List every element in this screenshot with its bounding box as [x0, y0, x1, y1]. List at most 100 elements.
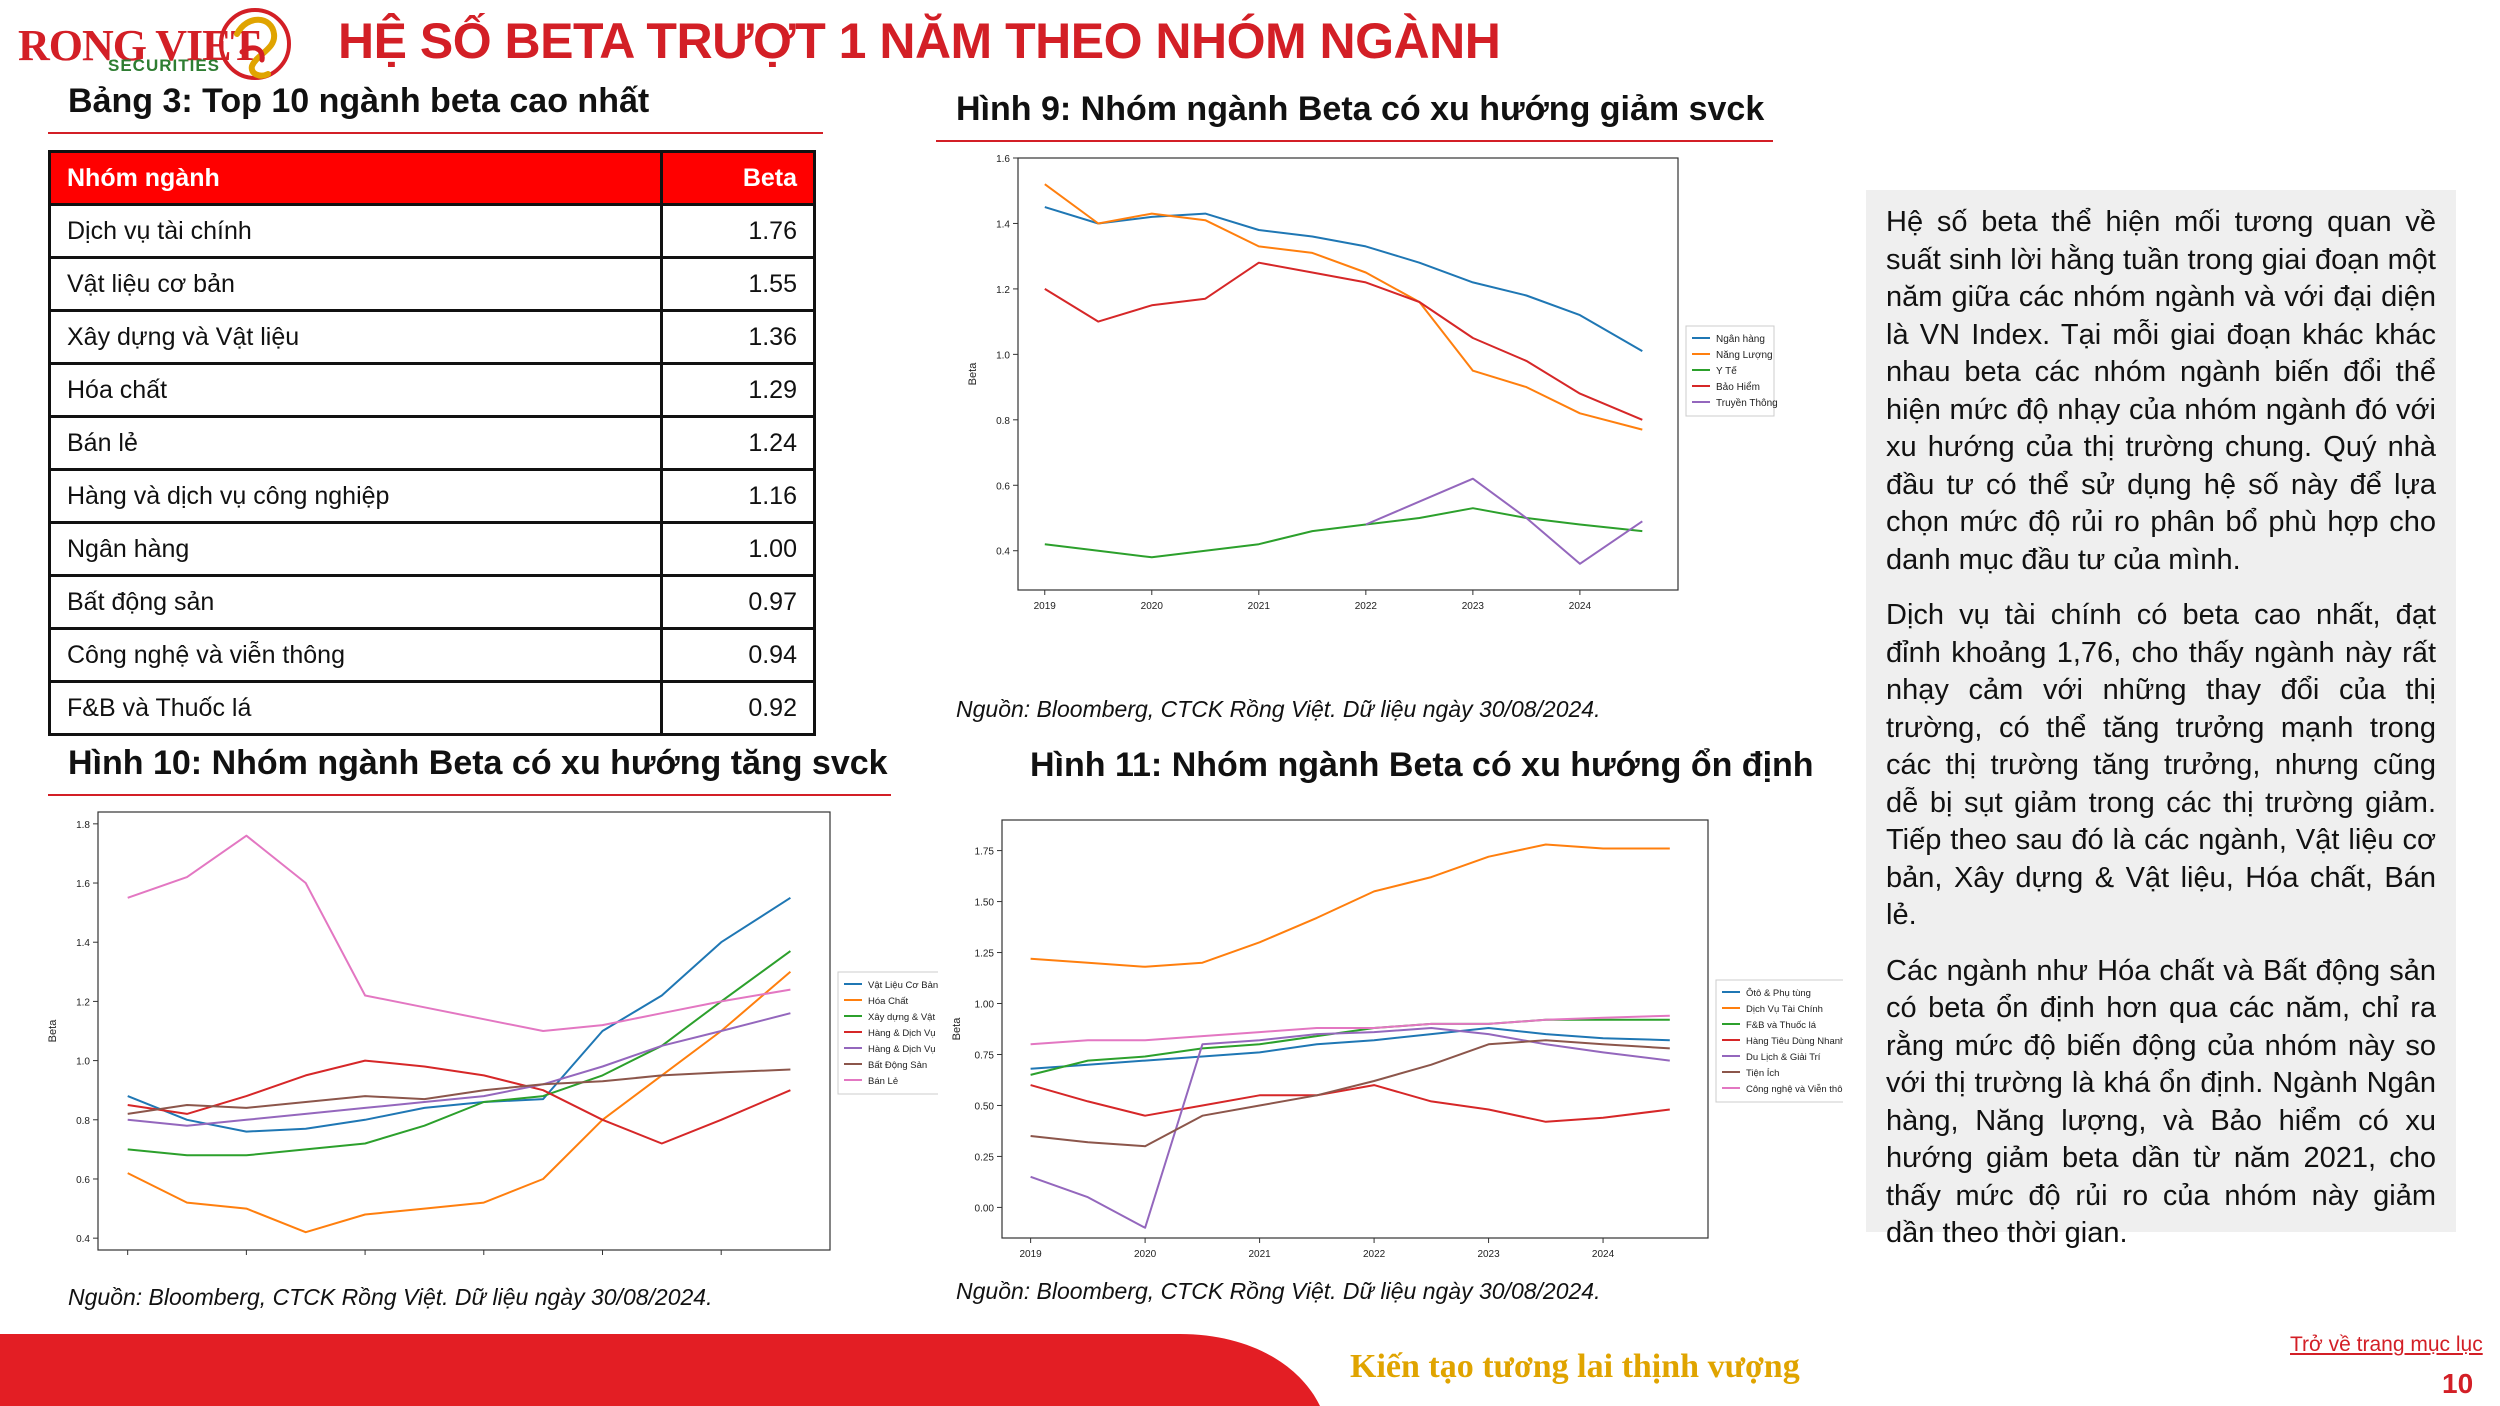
sector-cell: Bán lẻ: [47, 415, 664, 471]
series-line: [1030, 1027, 1670, 1070]
x-tick-label: 2024: [1592, 1249, 1615, 1258]
legend-label: Năng Lượng: [1716, 350, 1773, 361]
legend-label: Du Lịch & Giải Trí: [1746, 1052, 1821, 1063]
beta-cell: 0.94: [660, 627, 816, 683]
back-to-toc-link[interactable]: Trở về trang mục lục: [2290, 1333, 2483, 1356]
legend-label: Hóa Chất: [868, 996, 908, 1007]
series-line: [1044, 206, 1643, 352]
series-line: [1044, 261, 1643, 421]
x-tick-label: 2021: [1248, 1249, 1271, 1258]
x-tick-label: 2024: [1569, 601, 1592, 612]
series-line: [1030, 1014, 1670, 1046]
page-number: 10: [2442, 1368, 2474, 1399]
dragon-logo-icon: [219, 8, 291, 80]
y-tick-label: 1.4: [76, 938, 90, 949]
figure-11-title: Hình 11: Nhóm ngành Beta có xu hướng ổn …: [1030, 746, 1814, 784]
sector-cell: Vật liệu cơ bản: [47, 256, 664, 312]
table-header-row: Nhóm ngành Beta: [47, 150, 816, 206]
table-row: Xây dựng và Vật liệu 1.36: [47, 309, 816, 365]
table-row: Dịch vụ tài chính 1.76: [47, 203, 816, 259]
legend-label: Ngân hàng: [1716, 334, 1765, 345]
commentary-paragraph: Dịch vụ tài chính có beta cao nhất, đạt …: [1886, 599, 2436, 931]
x-tick-label: 2023: [1477, 1249, 1500, 1258]
legend-label: Ôtô & Phụ tùng: [1746, 988, 1811, 999]
y-tick-label: 1.8: [76, 820, 90, 831]
legend-label: Hàng & Dịch Vụ Công Nghiệp: [868, 1044, 943, 1055]
legend-label: Bất Động Sản: [868, 1060, 927, 1071]
figure-11-chart: 0.00 0.25 0.50 0.75 1.00 1.25 1.50 1.75 2019 2020…: [938, 808, 1843, 1258]
y-tick-label: 1.25: [975, 949, 995, 960]
title-underline: [48, 794, 891, 796]
figure-10-source: Nguồn: Bloomberg, CTCK Rồng Việt. Dữ liệ…: [68, 1284, 713, 1310]
y-tick-label: 0.8: [76, 1116, 90, 1127]
figure-10-title: Hình 10: Nhóm ngành Beta có xu hướng tăn…: [68, 744, 888, 782]
legend-label: Xây dựng & Vật Liệu: [868, 1012, 943, 1023]
y-tick-label: 0.6: [76, 1175, 90, 1186]
table-row: Ngân hàng 1.00: [47, 521, 816, 577]
series-line: [127, 896, 791, 1133]
column-header-sector: Nhóm ngành: [47, 150, 664, 206]
beta-cell: 1.00: [660, 521, 816, 577]
x-tick-label: 2022: [473, 1261, 496, 1262]
x-tick-label: 2019: [1034, 601, 1057, 612]
x-tick-label: 2021: [1248, 601, 1271, 612]
x-tick-label: 2019: [1019, 1249, 1042, 1258]
sector-cell: F&B và Thuốc lá: [47, 680, 664, 736]
footer-slogan: Kiến tạo tương lai thịnh vượng: [1350, 1348, 1800, 1385]
table-row: F&B và Thuốc lá 0.92: [47, 680, 816, 736]
y-tick-label: 0.4: [76, 1234, 90, 1245]
sector-cell: Dịch vụ tài chính: [47, 203, 664, 259]
series-line: [1030, 843, 1670, 968]
y-tick-label: 0.75: [975, 1050, 995, 1061]
y-tick-label: 0.00: [975, 1203, 995, 1214]
y-tick-label: 1.2: [76, 997, 90, 1008]
beta-cell: 0.92: [660, 680, 816, 736]
commentary-box: Hệ số beta thể hiện mối tương quan về su…: [1866, 190, 2456, 1249]
y-tick-label: 0.25: [975, 1152, 995, 1163]
y-tick-label: 1.6: [996, 154, 1010, 165]
legend-label: Tiện Ích: [1746, 1068, 1779, 1079]
series-line: [127, 950, 791, 1157]
y-tick-label: 1.0: [996, 350, 1010, 361]
x-tick-label: 2023: [591, 1261, 614, 1262]
footer-red-wave: [0, 1334, 1320, 1406]
series-line: [127, 1068, 791, 1115]
figure-11-source: Nguồn: Bloomberg, CTCK Rồng Việt. Dữ liệ…: [956, 1278, 1601, 1304]
sector-cell: Bất động sản: [47, 574, 664, 630]
x-tick-label: 2020: [1141, 601, 1164, 612]
beta-cell: 1.76: [660, 203, 816, 259]
y-tick-label: 1.6: [76, 879, 90, 890]
series-line: [1044, 183, 1643, 431]
y-tick-label: 0.8: [996, 416, 1010, 427]
x-tick-label: 2022: [1363, 1249, 1386, 1258]
sector-cell: Ngân hàng: [47, 521, 664, 577]
legend-label: Hàng Tiêu Dùng Nhanh: [1746, 1036, 1843, 1047]
plot-area: [97, 811, 831, 1251]
table-row: Bán lẻ 1.24: [47, 415, 816, 471]
x-tick-label: 2022: [1355, 601, 1378, 612]
commentary-paragraph: Hệ số beta thể hiện mối tương quan về su…: [1886, 206, 2436, 576]
legend-label: Y Tế: [1716, 365, 1737, 377]
y-axis-label: Beta: [967, 362, 979, 386]
series-line: [127, 1012, 791, 1127]
y-tick-label: 0.4: [996, 547, 1010, 558]
column-header-beta: Beta: [660, 150, 816, 206]
legend-label: Bảo Hiểm: [1716, 381, 1760, 393]
figure-10-chart: 0.4 0.6 0.8 1.0 1.2 1.4 1.6 1.8 2019 2020 2021 2022…: [48, 802, 943, 1262]
y-tick-label: 1.75: [975, 847, 995, 858]
x-tick-label: 2021: [354, 1261, 377, 1262]
beta-cell: 1.29: [660, 362, 816, 418]
legend-label: Công nghệ và Viễn thông: [1746, 1084, 1843, 1095]
series-line: [1030, 1084, 1670, 1123]
x-tick-label: 2020: [1134, 1249, 1157, 1258]
beta-cell: 1.16: [660, 468, 816, 524]
series-line: [1365, 477, 1643, 565]
series-line: [1030, 1027, 1670, 1229]
table-row: Công nghệ và viễn thông 0.94: [47, 627, 816, 683]
beta-cell: 1.36: [660, 309, 816, 365]
logo-subtext: SECURITIES: [108, 56, 221, 75]
beta-cell: 0.97: [660, 574, 816, 630]
y-tick-label: 1.2: [996, 285, 1010, 296]
beta-cell: 1.55: [660, 256, 816, 312]
title-underline: [48, 132, 823, 134]
